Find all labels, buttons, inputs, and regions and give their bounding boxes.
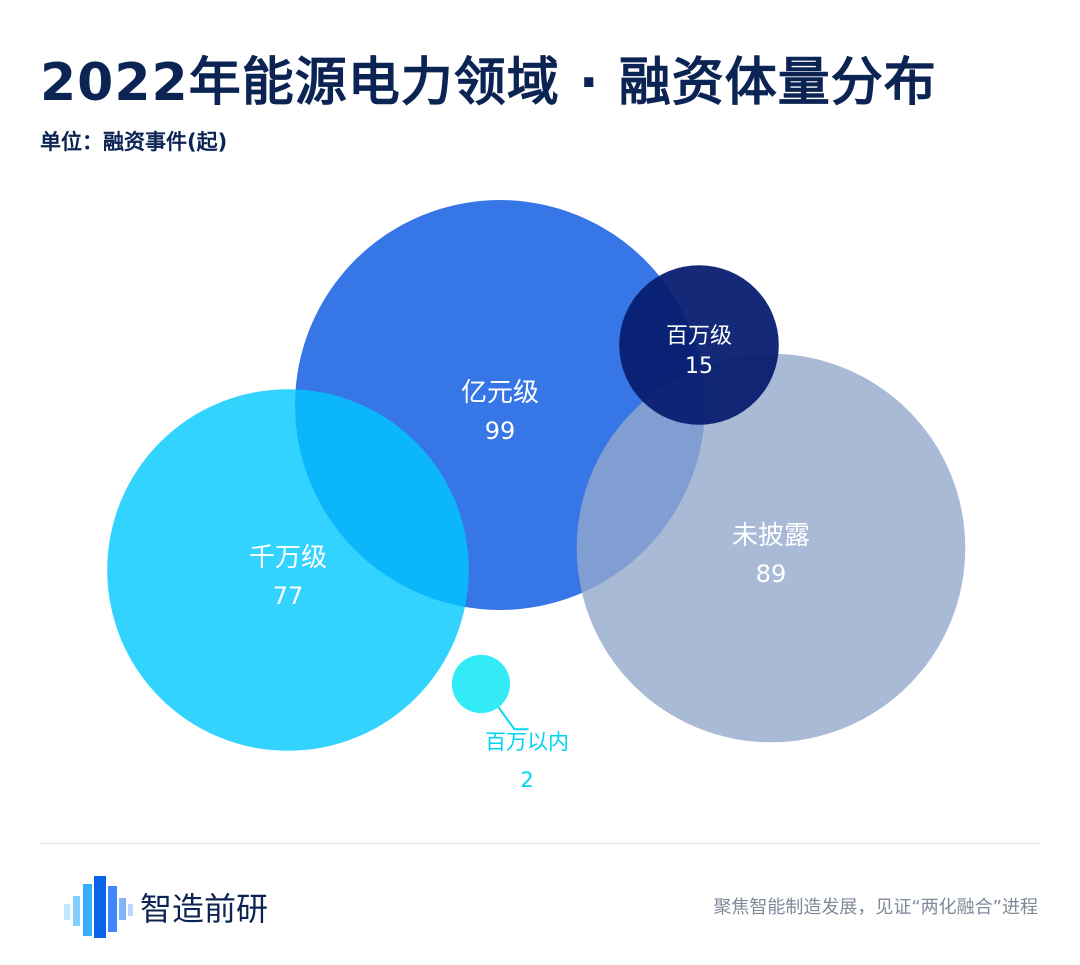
bubble-value-5: 2 (520, 768, 533, 792)
footer-slogan: 聚焦智能制造发展，见证“两化融合”进程 (713, 897, 1038, 918)
bubble-label-4: 百万级 (666, 324, 732, 349)
unit-label: 单位：融资事件(起) (40, 130, 228, 154)
bubble-value-1: 99 (485, 417, 516, 445)
bubble-label-5: 百万以内 (485, 730, 569, 754)
page-title: 2022年能源电力领域 · 融资体量分布 (40, 53, 937, 113)
bubble-label-1: 亿元级 (461, 378, 539, 408)
bubble-value-4: 15 (685, 354, 713, 379)
bubble-4 (619, 265, 779, 425)
bubble-value-2: 77 (273, 582, 304, 610)
bubble-2 (107, 389, 469, 751)
footer-divider (40, 843, 1040, 844)
bubble-5 (451, 654, 511, 714)
bubble-label-2: 千万级 (249, 543, 327, 573)
bubble-3 (576, 353, 966, 743)
bubble-label-3: 未披露 (732, 521, 810, 551)
brand-logo-icon (64, 876, 133, 938)
brand-name: 智造前研 (140, 890, 269, 928)
leader-line (497, 706, 529, 731)
bubble-value-3: 89 (756, 560, 787, 588)
